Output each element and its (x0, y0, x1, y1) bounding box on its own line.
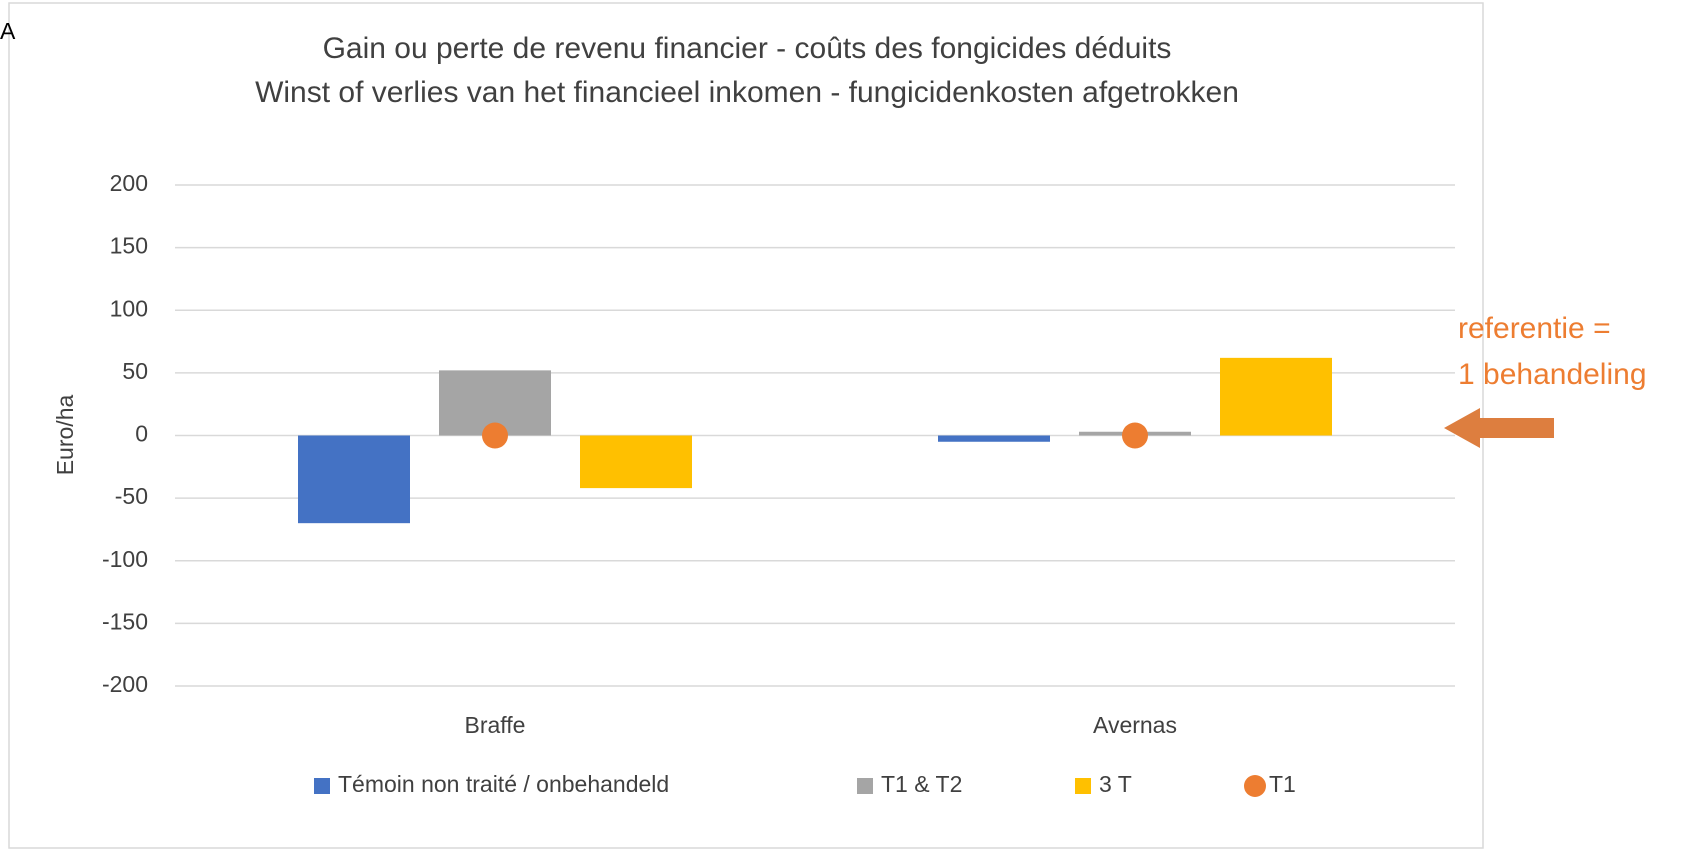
panel-label: A (0, 18, 16, 44)
legend-label: T1 (1269, 771, 1296, 797)
bar (580, 435, 692, 489)
y-tick-label: -50 (115, 483, 148, 509)
dot (1122, 422, 1148, 449)
dot (482, 422, 508, 449)
legend-swatch (857, 778, 873, 794)
y-tick-label: -100 (102, 546, 148, 572)
y-axis-label: Euro/ha (52, 395, 78, 476)
annotation: 1 behandeling (1458, 358, 1647, 391)
chart-title: Winst of verlies van het financieel inko… (255, 76, 1239, 109)
arrow-head (1444, 408, 1480, 448)
y-tick-label: 50 (122, 358, 148, 384)
legend-label: Témoin non traité / onbehandeld (338, 771, 669, 797)
y-tick-label: 100 (110, 295, 148, 321)
annotation: referentie = (1458, 312, 1611, 345)
bar (1220, 357, 1332, 436)
bar (938, 435, 1050, 442)
legend-label: 3 T (1099, 771, 1132, 797)
x-tick-label: Avernas (1093, 712, 1177, 738)
y-tick-label: 0 (135, 421, 148, 447)
legend-label: T1 & T2 (881, 771, 962, 797)
y-tick-label: -200 (102, 671, 148, 697)
legend-swatch (314, 778, 330, 794)
x-tick-label: Braffe (465, 712, 526, 738)
chart-title: Gain ou perte de revenu financier - coût… (323, 32, 1172, 65)
arrow-shaft (1477, 418, 1554, 438)
y-tick-label: 150 (110, 233, 148, 259)
y-tick-label: -150 (102, 608, 148, 634)
legend-swatch (1075, 778, 1091, 794)
bar (298, 435, 410, 524)
legend-swatch (1244, 775, 1266, 797)
y-tick-label: 200 (110, 170, 148, 196)
